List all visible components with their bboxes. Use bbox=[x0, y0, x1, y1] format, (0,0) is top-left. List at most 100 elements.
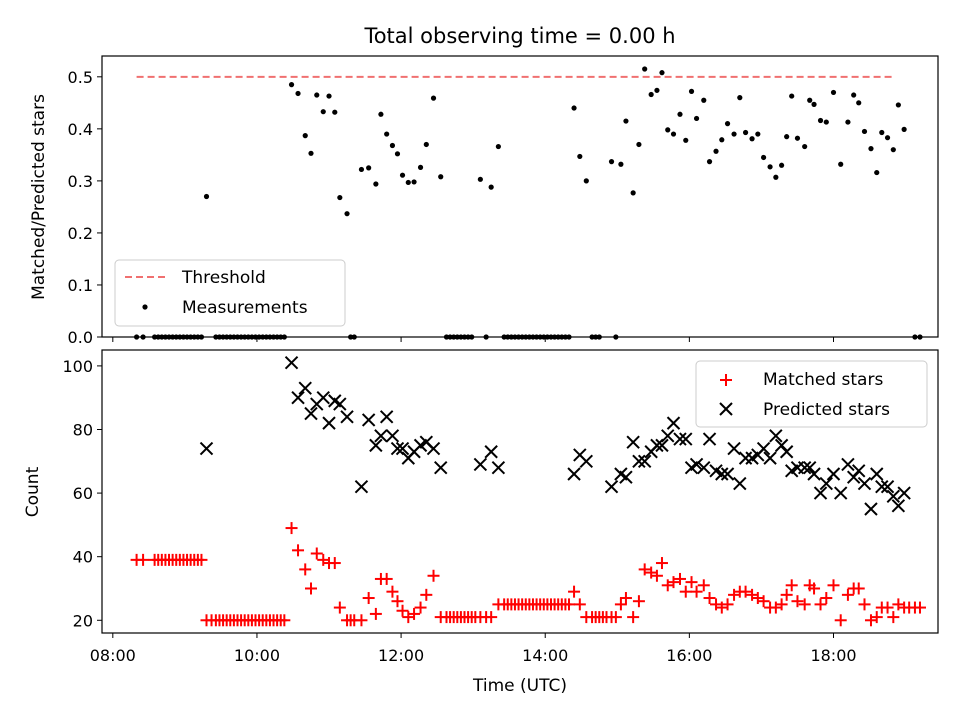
matched-star-point bbox=[757, 595, 770, 608]
measurement-point bbox=[890, 147, 896, 153]
measurements-legend-label: Measurements bbox=[182, 298, 308, 318]
measurement-point bbox=[670, 131, 677, 137]
predicted-star-point bbox=[797, 460, 812, 475]
bottom-x-ticks: 08:00 10:00 12:00 14:00 16:00 18:00 bbox=[90, 633, 857, 665]
bottom-y-ticks: 20 40 60 80 100 bbox=[62, 357, 102, 630]
matched-star-point bbox=[864, 614, 877, 627]
top-panel: 0.0 0.1 0.2 0.3 0.4 0.5 Matched/Predicted sta… bbox=[29, 55, 939, 347]
matched-star-point bbox=[661, 579, 674, 592]
top-y-tick-label: 0.1 bbox=[68, 276, 93, 295]
matched-star-point bbox=[650, 569, 663, 582]
measurement-point bbox=[874, 169, 880, 176]
predicted-star-point bbox=[826, 467, 841, 481]
matched-star-point bbox=[396, 604, 409, 617]
predicted-star-point bbox=[354, 480, 369, 494]
matched-star-point bbox=[369, 607, 382, 620]
predicted-star-point bbox=[875, 480, 889, 494]
measurement-point bbox=[642, 66, 648, 72]
matched-star-point bbox=[391, 595, 404, 608]
predicted-star-point bbox=[340, 410, 354, 424]
predicted-star-point bbox=[813, 486, 828, 500]
predicted-star-point bbox=[650, 438, 664, 453]
measurement-point bbox=[731, 131, 737, 137]
matched-star-point bbox=[690, 585, 703, 598]
measurement-point bbox=[677, 111, 683, 117]
matched-star-point bbox=[667, 576, 680, 589]
matched-star-point bbox=[420, 588, 433, 601]
measurement-point bbox=[295, 90, 301, 97]
chart-title: Total observing time = 0.00 h bbox=[363, 24, 675, 48]
matched-star-point bbox=[299, 563, 312, 576]
measurement-point bbox=[789, 93, 795, 99]
measurement-point bbox=[823, 119, 829, 125]
predicted-star-point bbox=[803, 460, 817, 475]
matched-star-point bbox=[751, 592, 764, 605]
measurement-point bbox=[901, 126, 907, 132]
matched-star-point bbox=[278, 614, 291, 627]
matched-star-point bbox=[814, 598, 827, 611]
bottom-y-axis-label: Count bbox=[23, 466, 43, 517]
measurement-point bbox=[423, 141, 429, 148]
predicted-star-point bbox=[322, 416, 336, 430]
predicted-star-point bbox=[841, 457, 855, 472]
measurement-point bbox=[830, 89, 837, 96]
predicted-legend-label: Predicted stars bbox=[763, 400, 890, 420]
measurement-point bbox=[719, 137, 725, 143]
measurement-point bbox=[868, 146, 874, 152]
predicted-star-point bbox=[604, 480, 619, 494]
measurement-point bbox=[623, 118, 629, 124]
matched-star-point bbox=[408, 607, 421, 620]
matched-legend-label: Matched stars bbox=[763, 370, 883, 390]
measurement-point bbox=[495, 143, 501, 150]
measurement-point bbox=[884, 135, 891, 141]
bottom-y-tick-label: 100 bbox=[62, 357, 93, 376]
predicted-star-point bbox=[679, 432, 693, 446]
measurement-point bbox=[384, 131, 390, 137]
predicted-star-point bbox=[702, 432, 717, 446]
matched-star-point bbox=[791, 595, 804, 608]
measurement-point bbox=[688, 88, 695, 94]
predicted-star-point bbox=[720, 467, 735, 481]
measurement-point bbox=[779, 162, 785, 168]
matched-star-point bbox=[285, 522, 298, 535]
measurement-point bbox=[583, 178, 589, 184]
measurement-point bbox=[802, 143, 808, 150]
matched-star-point bbox=[673, 572, 686, 585]
matched-star-point bbox=[638, 563, 651, 576]
measurement-point bbox=[389, 142, 396, 149]
predicted-star-point bbox=[727, 441, 741, 456]
predicted-star-point bbox=[434, 460, 448, 475]
predicted-star-point bbox=[369, 438, 383, 453]
measurement-point bbox=[618, 161, 624, 167]
predicted-star-point bbox=[426, 441, 441, 456]
measurement-point bbox=[654, 87, 660, 93]
predicted-star-point bbox=[807, 467, 821, 481]
matched-star-point bbox=[679, 585, 692, 598]
top-x-ticks bbox=[112, 337, 834, 342]
matched-star-point bbox=[870, 611, 883, 624]
predicted-star-point bbox=[886, 489, 901, 503]
matched-star-point bbox=[881, 601, 894, 614]
predicted-star-point bbox=[333, 397, 347, 411]
measurement-point bbox=[659, 70, 665, 76]
predicted-star-point bbox=[385, 429, 400, 443]
matched-star-point bbox=[573, 598, 586, 611]
top-y-ticks: 0.0 0.1 0.2 0.3 0.4 0.5 bbox=[68, 68, 102, 347]
predicted-star-point bbox=[379, 410, 394, 424]
bottom-x-tick-label: 14:00 bbox=[522, 646, 568, 665]
predicted-star-point bbox=[579, 454, 594, 468]
measurement-point bbox=[320, 109, 326, 115]
matched-star-point bbox=[739, 585, 752, 598]
top-y-tick-label: 0.0 bbox=[68, 328, 93, 347]
predicted-star-point bbox=[626, 435, 640, 449]
matched-star-point bbox=[305, 582, 317, 595]
bottom-y-tick-label: 60 bbox=[73, 484, 93, 503]
measurement-point bbox=[665, 127, 671, 133]
top-legend: Threshold Measurements bbox=[114, 259, 346, 327]
predicted-star-point bbox=[361, 413, 376, 427]
predicted-star-point bbox=[756, 441, 771, 456]
predicted-star-point bbox=[897, 486, 911, 500]
measurement-point bbox=[577, 153, 583, 160]
measurement-point bbox=[879, 129, 885, 136]
